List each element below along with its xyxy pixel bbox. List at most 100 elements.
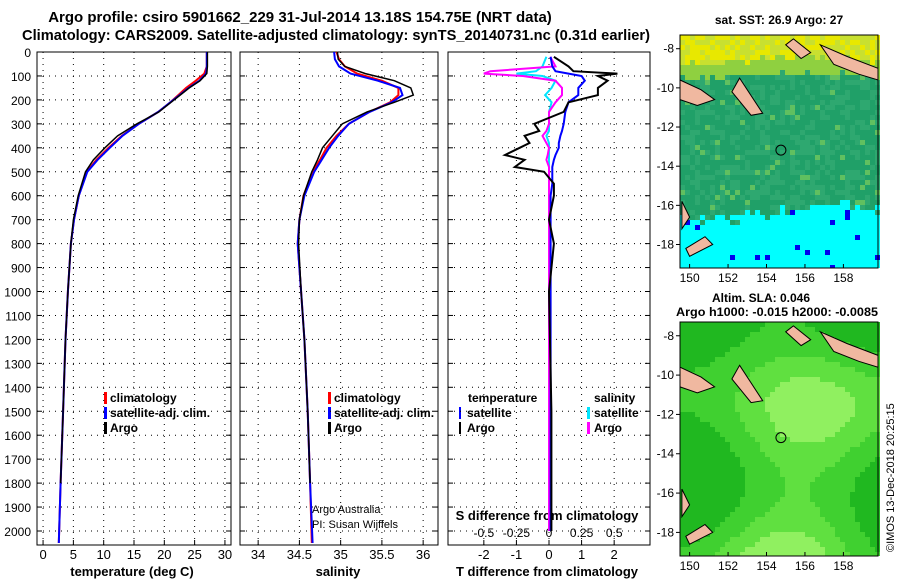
- map-cell: [815, 412, 820, 417]
- map-cell: [785, 135, 790, 140]
- map-cell: [695, 215, 700, 220]
- map-cell: [830, 115, 835, 120]
- map-cell: [705, 417, 710, 422]
- map-cell: [710, 342, 715, 347]
- map-cell: [810, 432, 815, 437]
- map-cell: [695, 427, 700, 432]
- map-cell: [785, 337, 790, 342]
- map-cell: [855, 322, 860, 327]
- map-cell: [790, 357, 795, 362]
- map-cell: [740, 437, 745, 442]
- map-cell: [755, 387, 760, 392]
- map-cell: [805, 372, 810, 377]
- map-cell: [820, 507, 825, 512]
- map-cell: [755, 35, 760, 40]
- map-cell: [745, 532, 750, 537]
- map-cell: [690, 265, 695, 268]
- map-cell: [700, 482, 705, 487]
- map-cell: [765, 120, 770, 125]
- map-cell: [755, 417, 760, 422]
- map-cell: [865, 477, 870, 482]
- map-cell: [860, 185, 865, 190]
- map-cell: [715, 327, 720, 332]
- map-cell: [725, 437, 730, 442]
- map-cell: [760, 215, 765, 220]
- map-cell: [755, 180, 760, 185]
- map-cell: [860, 412, 865, 417]
- map-cell: [840, 477, 845, 482]
- map-cell: [800, 215, 805, 220]
- map-cell: [865, 190, 870, 195]
- map-cell: [850, 35, 855, 40]
- map-cell: [775, 477, 780, 482]
- map-cell: [740, 507, 745, 512]
- map-cell: [780, 407, 785, 412]
- map-cell: [810, 337, 815, 342]
- map-cell: [830, 537, 835, 542]
- map-cell: [855, 452, 860, 457]
- map-cell: [755, 512, 760, 517]
- map-cell: [725, 155, 730, 160]
- map-cell: [825, 477, 830, 482]
- map-cell: [750, 70, 755, 75]
- map-y-tick-label: -8: [663, 42, 674, 56]
- map-cell: [765, 552, 770, 556]
- map-cell: [865, 407, 870, 412]
- map-cell: [835, 527, 840, 532]
- map-cell: [870, 45, 875, 50]
- map-cell: [845, 255, 850, 260]
- map-cell: [725, 512, 730, 517]
- map-cell: [690, 507, 695, 512]
- map-cell: [765, 215, 770, 220]
- map-cell: [700, 120, 705, 125]
- map-cell: [785, 442, 790, 447]
- map-cell: [810, 492, 815, 497]
- map-cell: [805, 185, 810, 190]
- map-cell: [870, 175, 875, 180]
- map-cell: [775, 205, 780, 210]
- map-cell: [725, 45, 730, 50]
- map-cell: [775, 235, 780, 240]
- map-cell: [730, 65, 735, 70]
- map-cell: [795, 542, 800, 547]
- map-cell: [870, 427, 875, 432]
- map-cell: [700, 322, 705, 327]
- map-cell: [710, 185, 715, 190]
- map-cell: [795, 190, 800, 195]
- map-cell: [845, 377, 850, 382]
- map-cell: [820, 185, 825, 190]
- map-cell: [800, 185, 805, 190]
- map-cell: [800, 70, 805, 75]
- map-cell: [745, 467, 750, 472]
- map-cell: [710, 532, 715, 537]
- map-cell: [830, 452, 835, 457]
- map-cell: [750, 125, 755, 130]
- map-cell: [785, 487, 790, 492]
- map-cell: [845, 367, 850, 372]
- map-cell: [870, 487, 875, 492]
- map-cell: [740, 542, 745, 547]
- map-cell: [805, 255, 810, 260]
- map-cell: [840, 377, 845, 382]
- map-cell: [750, 542, 755, 547]
- map-cell: [820, 265, 825, 268]
- map-cell: [760, 210, 765, 215]
- map-cell: [825, 180, 830, 185]
- map-cell: [720, 70, 725, 75]
- map-cell: [785, 547, 790, 552]
- map-cell: [800, 105, 805, 110]
- map-cell: [705, 260, 710, 265]
- map-cell: [865, 507, 870, 512]
- legend-label: satellite: [594, 406, 639, 420]
- map-cell: [720, 140, 725, 145]
- map-cell: [725, 427, 730, 432]
- map-cell: [725, 377, 730, 382]
- map-cell: [810, 200, 815, 205]
- map-cell: [845, 417, 850, 422]
- map-cell: [835, 437, 840, 442]
- map-cell: [790, 170, 795, 175]
- map-cell: [765, 105, 770, 110]
- map-cell: [845, 432, 850, 437]
- map-cell: [865, 442, 870, 447]
- map-cell: [750, 135, 755, 140]
